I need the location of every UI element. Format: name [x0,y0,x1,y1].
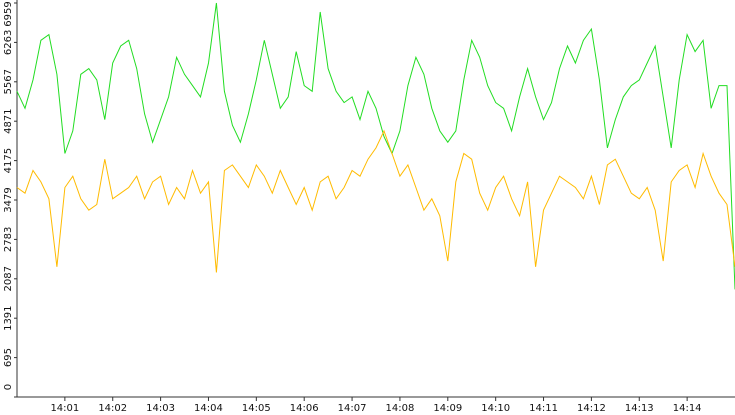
y-tick-label: 2087 [3,266,14,291]
y-tick-label: 6959 [3,1,14,26]
x-tick-label: 14:11 [529,403,558,414]
x-tick-label: 14:09 [433,403,462,414]
y-tick-label: 4175 [3,148,14,173]
series-line [16,2,735,290]
y-tick-label: 6263 [3,30,14,55]
y-tick-label: 3479 [3,187,14,212]
x-tick-label: 14:12 [577,403,606,414]
x-tick-label: 14:06 [290,403,319,414]
x-tick-label: 14:13 [625,403,654,414]
x-tick-label: 14:01 [50,403,79,414]
y-tick-label: 695 [3,348,14,367]
x-tick-label: 14:14 [673,403,702,414]
x-tick-label: 14:08 [386,403,415,414]
y-tick-label: 2783 [3,227,14,252]
y-tick-label: 4871 [3,108,14,133]
x-tick-label: 14:10 [481,403,510,414]
series-line [16,129,735,273]
y-tick-label: 0 [3,384,14,390]
x-tick-label: 14:05 [242,403,271,414]
x-tick-label: 14:04 [194,403,223,414]
x-tick-label: 14:02 [98,403,127,414]
x-tick-label: 14:07 [338,403,367,414]
y-tick-label: 5567 [3,69,14,94]
y-tick-label: 1391 [3,305,14,330]
x-tick-label: 14:03 [146,403,175,414]
